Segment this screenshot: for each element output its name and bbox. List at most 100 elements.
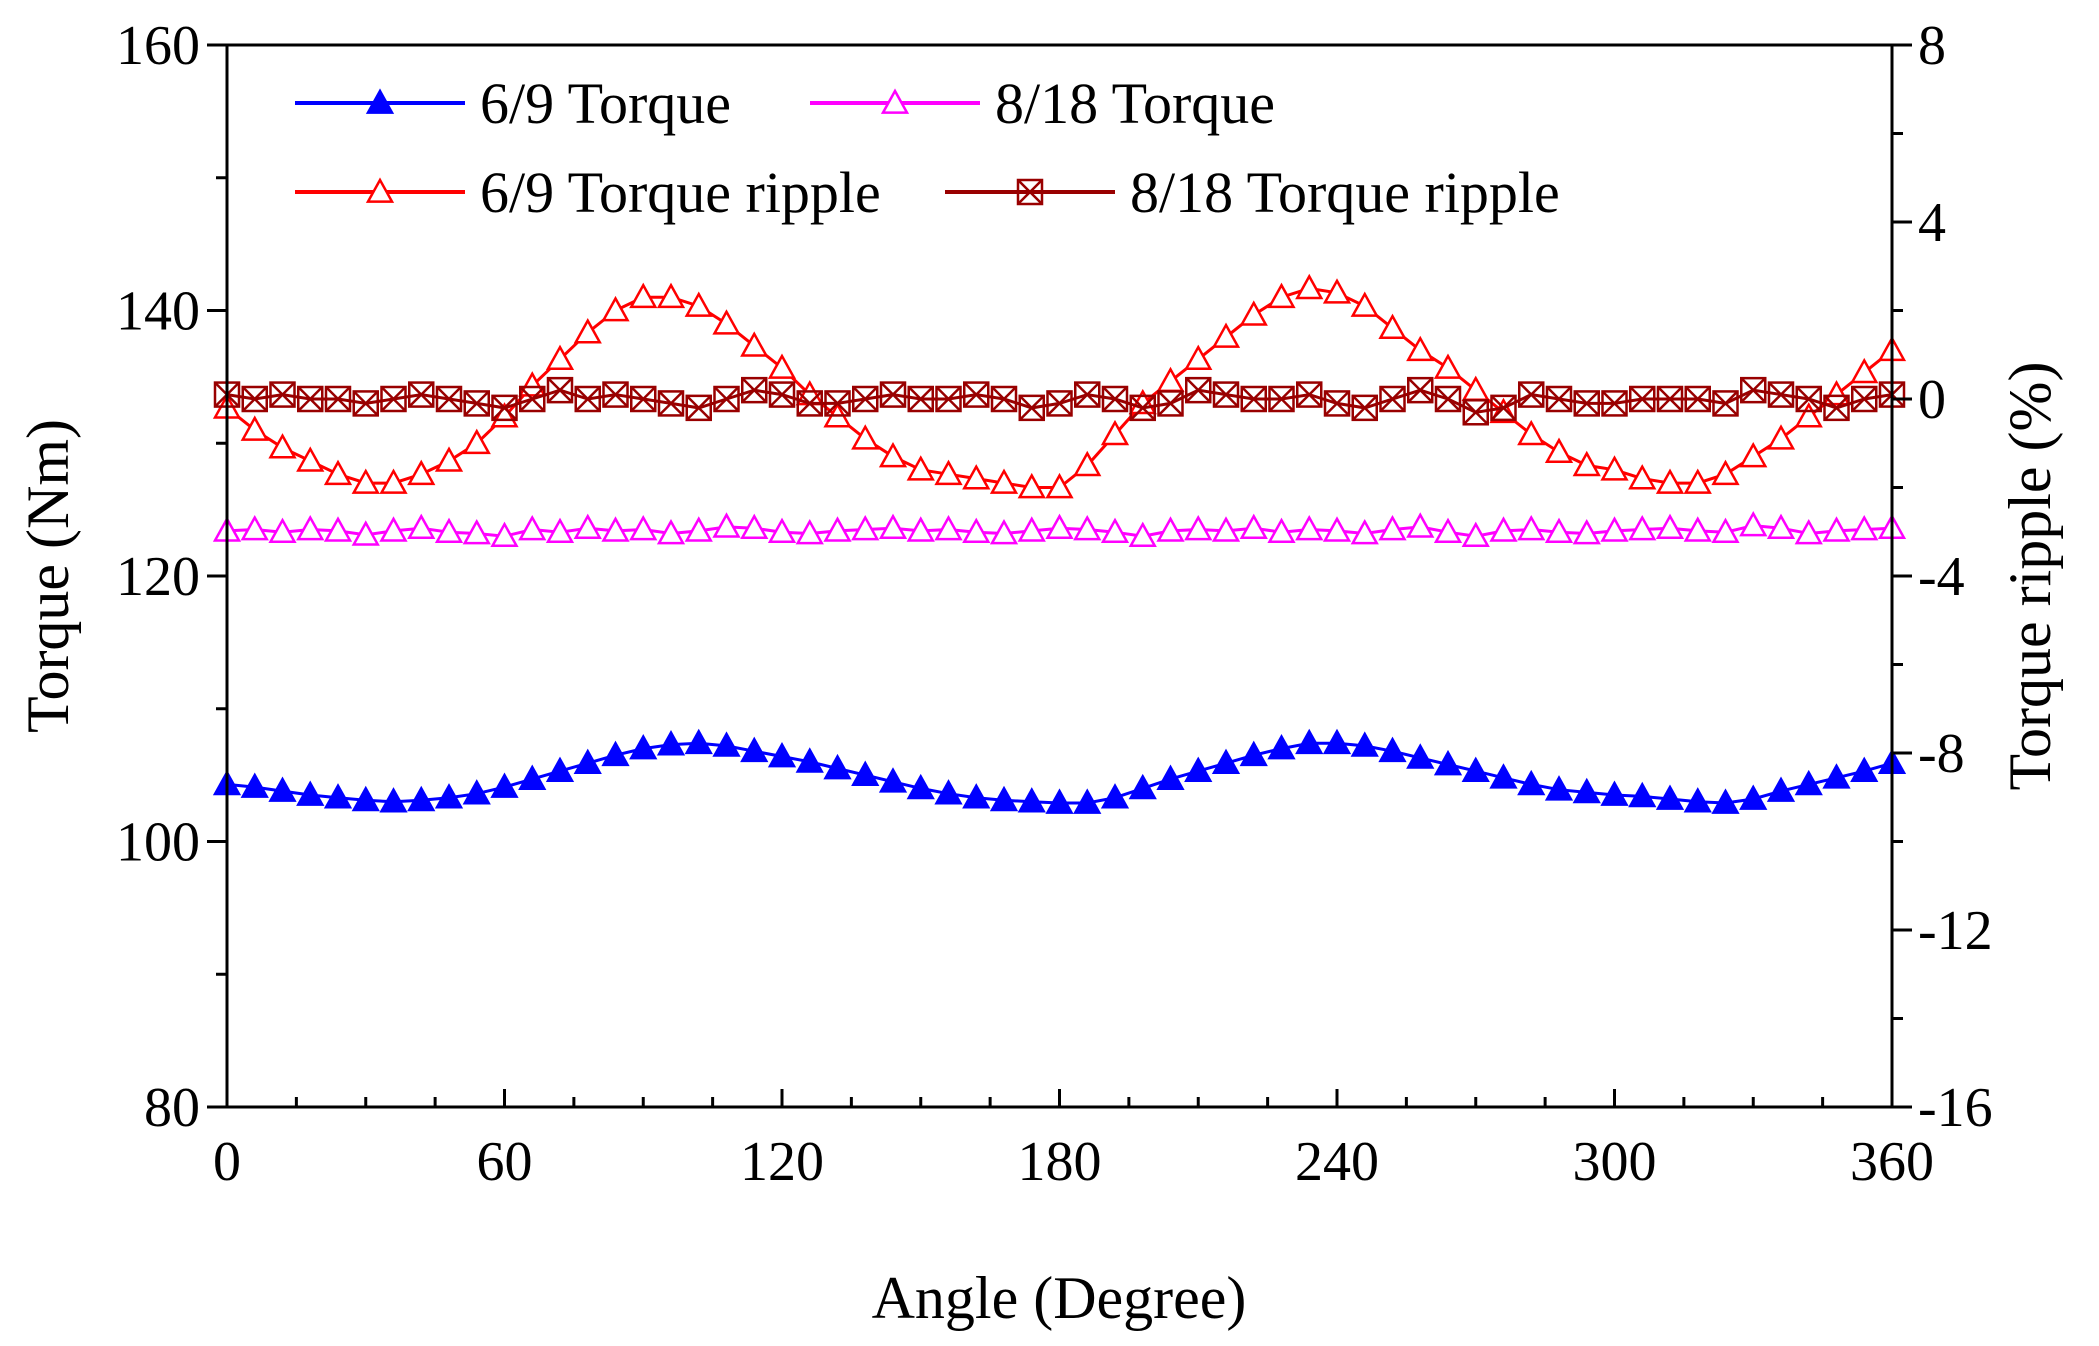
data-point xyxy=(407,785,436,812)
data-point xyxy=(906,516,935,542)
data-point xyxy=(824,390,851,417)
legend-label: 6/9 Torque ripple xyxy=(480,160,881,225)
data-point xyxy=(1322,278,1352,304)
data-point xyxy=(240,514,269,541)
data-point xyxy=(435,385,463,413)
data-point xyxy=(935,385,962,413)
data-point xyxy=(656,730,686,756)
series-8-18-torque-ripple xyxy=(213,376,1906,426)
legend: 6/9 Torque 8/18 Torque 6/9 Torque ripple 8/… xyxy=(295,71,1560,225)
data-point xyxy=(989,468,1019,494)
legend-item: 6/9 Torque xyxy=(295,71,731,136)
data-point xyxy=(323,516,353,542)
data-point xyxy=(408,381,435,408)
data-point xyxy=(379,468,408,494)
data-point xyxy=(1767,381,1795,408)
data-point xyxy=(1184,756,1213,782)
data-point xyxy=(1655,513,1685,540)
data-point xyxy=(1711,517,1740,544)
data-point xyxy=(1823,394,1850,422)
legend-marker xyxy=(1016,178,1044,206)
data-point xyxy=(878,441,908,468)
data-point xyxy=(795,518,824,545)
series-layer xyxy=(212,273,1907,814)
data-point xyxy=(241,385,268,413)
data-point xyxy=(434,783,464,809)
data-point xyxy=(296,514,325,541)
data-point xyxy=(1239,740,1268,767)
data-point xyxy=(795,747,824,773)
data-point xyxy=(1211,516,1241,542)
data-point xyxy=(573,513,602,540)
data-point xyxy=(1296,381,1323,408)
data-point xyxy=(1101,385,1129,413)
data-point xyxy=(1433,517,1463,544)
y-right-tick-label: -8 xyxy=(1918,723,1965,785)
data-point xyxy=(629,514,658,541)
x-tick-label: 300 xyxy=(1573,1131,1657,1193)
data-point xyxy=(380,385,407,413)
data-point xyxy=(379,787,408,813)
x-tick-label: 360 xyxy=(1850,1131,1934,1193)
data-point xyxy=(1794,518,1823,545)
data-point xyxy=(1544,437,1574,463)
data-point xyxy=(823,516,852,542)
legend-label: 6/9 Torque xyxy=(480,71,731,136)
data-point xyxy=(629,282,658,309)
data-point xyxy=(1711,788,1740,814)
data-point xyxy=(712,731,741,757)
data-point xyxy=(1629,385,1656,413)
data-point xyxy=(1600,516,1629,542)
data-point xyxy=(1850,514,1879,541)
y-axis-left-label: Torque (Nm) xyxy=(15,419,81,733)
data-point xyxy=(1461,756,1490,782)
y-left-tick-label: 120 xyxy=(116,546,200,608)
data-point xyxy=(518,764,547,790)
data-point xyxy=(713,385,740,413)
data-point xyxy=(989,518,1019,545)
data-point xyxy=(1740,376,1767,404)
data-point xyxy=(1628,464,1657,490)
data-point xyxy=(269,381,296,408)
data-point xyxy=(1017,516,1046,542)
data-point xyxy=(407,513,436,540)
data-point xyxy=(1046,390,1073,417)
data-point xyxy=(1490,394,1517,422)
x-tick-label: 180 xyxy=(1018,1131,1102,1193)
data-point xyxy=(1683,787,1712,813)
data-point xyxy=(1766,513,1796,540)
data-point xyxy=(1240,385,1267,413)
data-point xyxy=(1489,516,1518,542)
data-point xyxy=(518,371,547,397)
data-point xyxy=(1766,776,1796,802)
data-point xyxy=(1211,322,1241,348)
data-point xyxy=(740,331,769,357)
data-point xyxy=(1822,763,1851,789)
data-point xyxy=(741,376,768,404)
series-6-9-torque xyxy=(212,728,1907,814)
data-point xyxy=(878,767,908,793)
data-point xyxy=(1406,512,1435,538)
y-right-tick-label: 4 xyxy=(1918,192,1946,254)
data-point xyxy=(767,353,797,379)
y-right-tick-label: -12 xyxy=(1918,900,1993,962)
data-point xyxy=(1573,390,1600,417)
data-point xyxy=(1184,344,1213,371)
data-point xyxy=(1739,441,1768,468)
data-point xyxy=(1433,353,1463,379)
data-point xyxy=(934,459,963,486)
legend-marker xyxy=(880,88,910,114)
data-point xyxy=(1239,513,1268,540)
data-point xyxy=(601,740,630,767)
data-point xyxy=(351,520,380,546)
data-point xyxy=(1239,300,1268,326)
data-point xyxy=(1073,514,1102,541)
y-left-tick-label: 100 xyxy=(116,812,200,874)
data-point xyxy=(1517,514,1546,541)
data-point xyxy=(796,390,823,417)
data-point xyxy=(240,772,269,798)
data-point xyxy=(1268,385,1295,413)
data-point xyxy=(1628,781,1657,808)
data-point xyxy=(1489,763,1518,789)
data-point xyxy=(1683,468,1712,494)
